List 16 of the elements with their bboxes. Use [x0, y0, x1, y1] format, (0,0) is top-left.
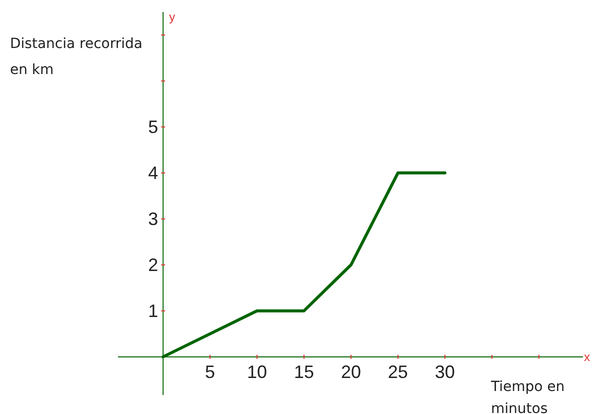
annotation: y	[169, 10, 176, 24]
x-tick-label: 10	[247, 362, 268, 382]
y-axis-title: Distancia recorrida en km	[10, 36, 142, 78]
x-tick-label: 15	[294, 362, 314, 382]
text: x	[584, 350, 590, 364]
x-tick-label: 20	[340, 362, 361, 382]
y-tick-label: 1	[148, 300, 158, 321]
x-axis-title: Tiempo en minutos	[490, 379, 565, 414]
x-tick-label: 25	[388, 362, 408, 382]
x-tick-label: 30	[434, 362, 455, 382]
y-tick-label: 3	[148, 208, 158, 229]
x-tick-label: 5	[205, 362, 216, 382]
line-series	[162, 171, 446, 358]
y-tick-label: 4	[148, 162, 158, 183]
y-tick-label: 2	[148, 254, 158, 275]
y-tick-label: 5	[148, 116, 158, 137]
